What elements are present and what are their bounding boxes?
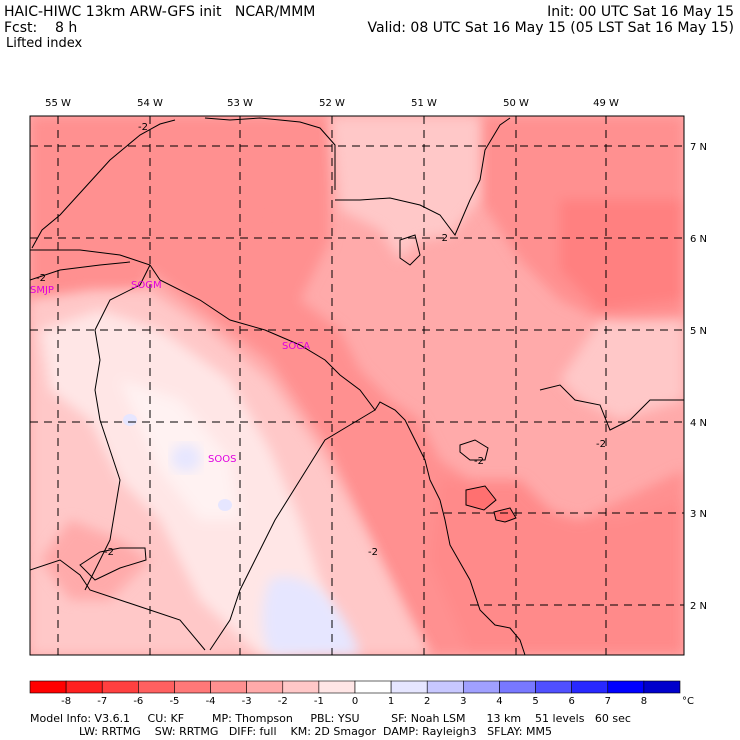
model-info-line2: LW: RRTMG SW: RRTMG DIFF: full KM: 2D Sm…: [30, 725, 552, 738]
lon-label: 53 W: [227, 98, 253, 109]
lat-label: 5 N: [690, 326, 707, 337]
colorbar-tick-label: 5: [532, 696, 538, 707]
station-label: SOCA: [282, 341, 310, 352]
colorbar-tick-label: 6: [568, 696, 574, 707]
colorbar-tick-label: -7: [97, 696, 107, 707]
station-label: SMJP: [30, 285, 54, 296]
lat-label: 3 N: [690, 509, 707, 520]
colorbar-swatch: [535, 680, 572, 694]
colorbar-swatch: [318, 680, 356, 694]
colorbar-tick-label: -4: [206, 696, 216, 707]
colorbar-swatch: [354, 680, 392, 694]
colorbar-tick-label: -1: [314, 696, 324, 707]
colorbar-tick-label: 2: [424, 696, 430, 707]
lat-label: 6 N: [690, 234, 707, 245]
colorbar-swatch: [210, 680, 247, 694]
contour-label: -2: [138, 122, 148, 133]
field-name: Lifted index: [6, 36, 83, 51]
lon-label: 49 W: [593, 98, 619, 109]
colorbar-swatch: [101, 680, 139, 694]
contour-label: -2: [104, 547, 114, 558]
colorbar-tick-label: 4: [496, 696, 502, 707]
lat-label: 7 N: [690, 142, 707, 153]
lat-label: 2 N: [690, 601, 707, 612]
colorbar-tick-label: 1: [388, 696, 394, 707]
colorbar-tick-label: -8: [61, 696, 71, 707]
contour-label: -2: [596, 439, 606, 450]
colorbar-swatch: [499, 680, 536, 694]
valid-time: Valid: 08 UTC Sat 16 May 15 (05 LST Sat …: [367, 20, 734, 36]
latitude-labels: 7 N 6 N 5 N 4 N 3 N 2 N: [690, 142, 707, 612]
contour-lines: [30, 117, 684, 581]
colorbar-unit: °C: [682, 696, 694, 707]
colorbar-tick-label: -5: [169, 696, 179, 707]
colorbar-swatch: [426, 680, 464, 694]
lat-lon-grid: [30, 116, 684, 655]
station-labels: SMJP SOGM SOCA SOOS: [30, 280, 310, 465]
colorbar-swatch: [390, 680, 428, 694]
colorbar-swatch: [138, 680, 175, 694]
colorbar-tick-label: -2: [278, 696, 288, 707]
colorbar-swatch: [29, 680, 67, 694]
colorbar-swatch: [246, 680, 284, 694]
contour-value-labels: -2 -2 -2 -2 -2 -2 -2: [36, 122, 606, 558]
colorbar-tick-label: 0: [352, 696, 358, 707]
colorbar: -8 -7 -6 -5 -4 -3 -2 -1 0 1 2 3 4 5 6 7 8 °C: [29, 680, 694, 707]
longitude-labels: 55 W 54 W 53 W 52 W 51 W 50 W 49 W: [45, 98, 619, 109]
contour-label: -2: [438, 233, 448, 244]
station-label: SOOS: [208, 454, 236, 465]
model-info-line1: Model Info: V3.6.1 CU: KF MP: Thompson P…: [30, 712, 631, 725]
contour-label: -2: [36, 273, 46, 284]
colorbar-tick-label: 8: [641, 696, 647, 707]
colorbar-swatch: [643, 680, 681, 694]
lat-label: 4 N: [690, 418, 707, 429]
colorbar-swatch: [571, 680, 609, 694]
colorbar-tick-label: 3: [460, 696, 466, 707]
map-border: [29, 115, 685, 656]
lon-label: 50 W: [503, 98, 529, 109]
contour-label: -2: [474, 456, 484, 467]
colorbar-swatch: [282, 680, 320, 694]
forecast-hour: Fcst: 8 h: [4, 20, 78, 36]
model-title: HAIC-HIWC 13km ARW-GFS init NCAR/MMM: [4, 4, 316, 20]
political-boundaries: [30, 249, 526, 655]
contour-label: -2: [368, 547, 378, 558]
colorbar-tick-label: -6: [133, 696, 143, 707]
colorbar-swatch: [463, 680, 500, 694]
shaded-field: [30, 116, 684, 655]
colorbar-tick-label: -3: [242, 696, 252, 707]
colorbar-tick-label: 7: [605, 696, 611, 707]
lon-label: 54 W: [137, 98, 163, 109]
colorbar-swatch: [174, 680, 211, 694]
lon-label: 51 W: [411, 98, 437, 109]
colorbar-swatch: [607, 680, 645, 694]
init-time: Init: 00 UTC Sat 16 May 15: [547, 4, 734, 20]
lon-label: 52 W: [319, 98, 345, 109]
lon-label: 55 W: [45, 98, 71, 109]
colorbar-swatch: [65, 680, 103, 694]
station-label: SOGM: [131, 280, 162, 291]
